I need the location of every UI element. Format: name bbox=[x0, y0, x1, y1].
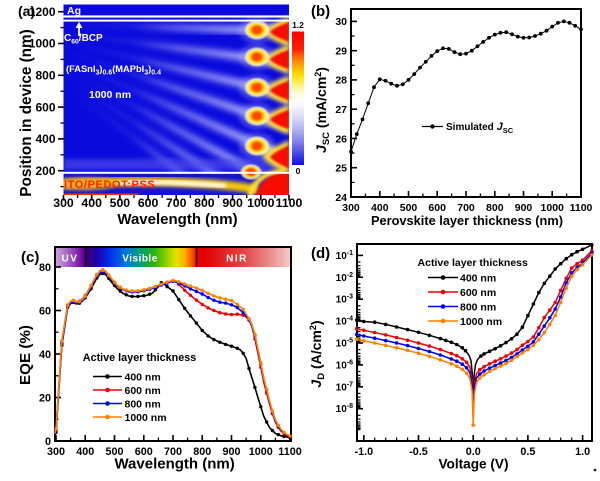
svg-text:0.5: 0.5 bbox=[520, 446, 535, 458]
svg-text:0.0: 0.0 bbox=[466, 446, 481, 458]
svg-text:800 nm: 800 nm bbox=[125, 398, 161, 410]
svg-text:(b): (b) bbox=[311, 3, 330, 20]
svg-text:Ag: Ag bbox=[67, 5, 81, 17]
svg-text:10-1: 10-1 bbox=[336, 250, 353, 262]
svg-text:900: 900 bbox=[515, 202, 533, 214]
svg-text:C60/BCP: C60/BCP bbox=[64, 33, 103, 46]
svg-text:1000 nm: 1000 nm bbox=[460, 316, 502, 328]
svg-text:10-5: 10-5 bbox=[336, 338, 353, 350]
svg-text:24: 24 bbox=[335, 192, 347, 204]
svg-text:10-4: 10-4 bbox=[336, 316, 353, 328]
svg-text:10-7: 10-7 bbox=[336, 381, 353, 393]
svg-text:80: 80 bbox=[39, 262, 51, 274]
svg-text:600 nm: 600 nm bbox=[460, 287, 496, 299]
svg-text:JSC (mA/cm2): JSC (mA/cm2) bbox=[313, 67, 332, 153]
svg-text:1000: 1000 bbox=[249, 446, 273, 458]
svg-text:60: 60 bbox=[39, 305, 51, 317]
svg-text:800 nm: 800 nm bbox=[460, 301, 496, 313]
svg-text:0: 0 bbox=[296, 166, 301, 176]
svg-text:500: 500 bbox=[110, 196, 131, 210]
svg-text:Active layer thickness: Active layer thickness bbox=[418, 257, 528, 269]
svg-text:400 nm: 400 nm bbox=[125, 371, 161, 383]
svg-text:Perovskite layer thickness (nm: Perovskite layer thickness (nm) bbox=[371, 213, 563, 228]
svg-text:EQE (%): EQE (%) bbox=[17, 325, 34, 385]
svg-text:500: 500 bbox=[105, 446, 123, 458]
svg-text:30: 30 bbox=[335, 16, 347, 28]
svg-text:800: 800 bbox=[193, 446, 211, 458]
svg-text:400: 400 bbox=[371, 202, 389, 214]
svg-text:800: 800 bbox=[486, 202, 504, 214]
svg-text:20: 20 bbox=[39, 392, 51, 404]
svg-text:(FASnI3)0.6(MAPbI3)0.4: (FASnI3)0.6(MAPbI3)0.4 bbox=[66, 64, 161, 77]
svg-text:300: 300 bbox=[342, 202, 360, 214]
svg-text:26: 26 bbox=[335, 133, 347, 145]
svg-text:JD (A/cm2): JD (A/cm2) bbox=[308, 320, 327, 387]
svg-text:Simulated JSC: Simulated JSC bbox=[446, 121, 514, 135]
svg-text:900: 900 bbox=[222, 446, 240, 458]
svg-text:Active layer thickness: Active layer thickness bbox=[83, 352, 196, 364]
svg-text:27: 27 bbox=[335, 104, 347, 116]
svg-text:400: 400 bbox=[81, 196, 102, 210]
svg-text:800: 800 bbox=[35, 69, 55, 83]
svg-text:1200: 1200 bbox=[29, 5, 56, 19]
svg-text:28: 28 bbox=[335, 75, 347, 87]
svg-text:UV: UV bbox=[62, 254, 79, 265]
svg-text:200: 200 bbox=[35, 164, 55, 178]
svg-text:1100: 1100 bbox=[570, 202, 593, 214]
svg-text:600: 600 bbox=[35, 100, 55, 114]
svg-text:1000 nm: 1000 nm bbox=[89, 89, 131, 101]
svg-text:600: 600 bbox=[138, 196, 159, 210]
svg-text:1000 nm: 1000 nm bbox=[125, 412, 167, 424]
svg-text:10-3: 10-3 bbox=[336, 294, 353, 306]
svg-text:900: 900 bbox=[222, 196, 243, 210]
svg-text:Wavelength (nm): Wavelength (nm) bbox=[114, 455, 234, 472]
svg-text:(d): (d) bbox=[311, 245, 330, 262]
svg-text:1000: 1000 bbox=[247, 196, 275, 210]
svg-text:(c): (c) bbox=[21, 249, 39, 266]
svg-text:10-2: 10-2 bbox=[336, 272, 353, 284]
svg-text:-1.0: -1.0 bbox=[354, 446, 373, 458]
svg-text:1000: 1000 bbox=[29, 37, 56, 51]
svg-text:-0.5: -0.5 bbox=[409, 446, 428, 458]
svg-text:300: 300 bbox=[47, 446, 65, 458]
svg-text:NIR: NIR bbox=[226, 254, 248, 265]
svg-text:1100: 1100 bbox=[278, 446, 301, 458]
svg-text:1.0: 1.0 bbox=[575, 446, 590, 458]
svg-text:500: 500 bbox=[400, 202, 418, 214]
svg-text:300: 300 bbox=[53, 196, 74, 210]
svg-text:29: 29 bbox=[335, 46, 347, 58]
svg-text:1000: 1000 bbox=[541, 202, 565, 214]
svg-text:600: 600 bbox=[135, 446, 153, 458]
svg-text:Voltage (V): Voltage (V) bbox=[439, 457, 509, 472]
svg-text:Visible: Visible bbox=[122, 254, 158, 265]
svg-text:700: 700 bbox=[164, 446, 182, 458]
svg-text:600 nm: 600 nm bbox=[125, 385, 161, 397]
svg-text:(a): (a) bbox=[18, 3, 35, 19]
svg-text:1.2: 1.2 bbox=[292, 20, 304, 30]
svg-text:10-6: 10-6 bbox=[336, 359, 353, 371]
svg-text:25: 25 bbox=[335, 163, 347, 175]
svg-text:700: 700 bbox=[166, 196, 187, 210]
svg-text:700: 700 bbox=[457, 202, 475, 214]
svg-text:1100: 1100 bbox=[276, 196, 303, 210]
svg-text:800: 800 bbox=[194, 196, 215, 210]
svg-text:Wavelength (nm): Wavelength (nm) bbox=[117, 211, 237, 228]
svg-text:Position in device (nm): Position in device (nm) bbox=[18, 29, 35, 196]
svg-text:ITO/PEDOT:PSS: ITO/PEDOT:PSS bbox=[64, 179, 155, 191]
svg-text:600: 600 bbox=[428, 202, 446, 214]
svg-text:40: 40 bbox=[39, 349, 51, 361]
svg-text:400 nm: 400 nm bbox=[460, 272, 496, 284]
svg-text:400: 400 bbox=[76, 446, 94, 458]
svg-text:0: 0 bbox=[45, 436, 51, 448]
svg-text:10-8: 10-8 bbox=[336, 403, 353, 415]
svg-text:400: 400 bbox=[35, 132, 55, 146]
